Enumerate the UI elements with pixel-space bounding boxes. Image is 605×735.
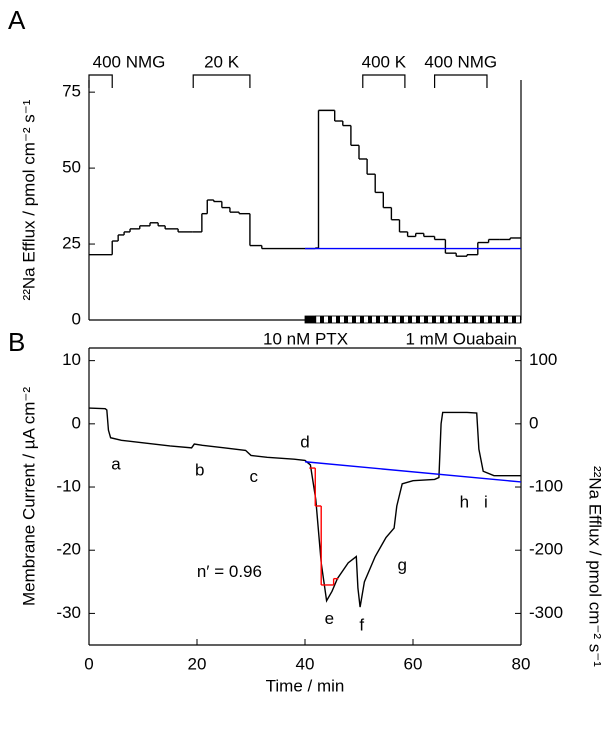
y-tick-label: -30	[56, 603, 81, 622]
y-axis-label: ²²Na Efflux / pmol cm⁻² s⁻¹	[19, 99, 38, 300]
x-tick-label: 0	[84, 654, 93, 673]
panel-label: B	[8, 327, 25, 357]
y-tick-label: 25	[62, 234, 81, 253]
y2-axis-label: ²²Na Efflux / pmol cm⁻² s⁻¹	[586, 466, 605, 667]
bracket	[88, 74, 113, 88]
y-tick-label: -10	[56, 477, 81, 496]
y-tick-label: 0	[72, 413, 81, 432]
y-tick-label: -20	[56, 540, 81, 559]
annotation: e	[325, 609, 334, 628]
panel-label: A	[8, 5, 26, 35]
y-tick-label: 75	[62, 82, 81, 101]
annotation: i	[484, 492, 488, 511]
annotation: c	[249, 467, 258, 486]
x-tick-label: 60	[404, 654, 423, 673]
bracket-label: 400 K	[362, 52, 407, 71]
treatment-label: 1 mM Ouabain	[406, 329, 518, 348]
y2-tick-label: 0	[529, 413, 538, 432]
annotation: b	[195, 461, 204, 480]
y2-tick-label: 100	[529, 350, 557, 369]
y2-tick-label: -100	[529, 477, 563, 496]
treatment-bar	[315, 315, 522, 324]
bracket-label: 20 K	[204, 52, 240, 71]
x-axis-label: Time / min	[266, 676, 345, 695]
y-tick-label: 50	[62, 158, 81, 177]
y-axis-label: Membrane Current / µA cm⁻²	[19, 387, 38, 606]
bracket	[362, 74, 406, 88]
treatment-bar	[304, 315, 317, 324]
trace	[88, 407, 521, 608]
y-tick-label: 10	[62, 350, 81, 369]
y-tick-label: 0	[72, 309, 81, 328]
x-tick-label: 40	[296, 654, 315, 673]
bracket-label: 400 NMG	[424, 52, 497, 71]
bracket	[192, 74, 251, 88]
treatment-label: 10 nM PTX	[263, 329, 348, 348]
bracket-label: 400 NMG	[93, 52, 166, 71]
x-tick-label: 20	[188, 654, 207, 673]
x-tick-label: 80	[512, 654, 531, 673]
bracket	[434, 74, 488, 88]
y2-tick-label: -300	[529, 603, 563, 622]
annotation: n′ = 0.96	[197, 562, 262, 581]
y2-tick-label: -200	[529, 540, 563, 559]
annotation: h	[460, 492, 469, 511]
trace	[304, 461, 522, 483]
annotation: d	[300, 432, 309, 451]
annotation: g	[397, 555, 406, 574]
annotation: f	[359, 616, 364, 635]
annotation: a	[111, 454, 121, 473]
